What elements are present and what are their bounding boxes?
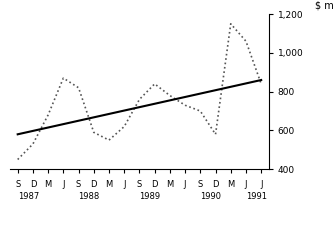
- Text: M: M: [166, 180, 173, 189]
- Text: M: M: [106, 180, 113, 189]
- Text: 1987: 1987: [18, 192, 39, 201]
- Text: 1991: 1991: [246, 192, 267, 201]
- Text: S: S: [15, 180, 20, 189]
- Text: $ m: $ m: [316, 1, 334, 11]
- Text: S: S: [76, 180, 81, 189]
- Text: M: M: [227, 180, 235, 189]
- Text: D: D: [90, 180, 97, 189]
- Text: 1990: 1990: [200, 192, 221, 201]
- Text: J: J: [260, 180, 262, 189]
- Text: M: M: [44, 180, 52, 189]
- Text: D: D: [152, 180, 158, 189]
- Text: D: D: [30, 180, 36, 189]
- Text: 1989: 1989: [139, 192, 161, 201]
- Text: J: J: [62, 180, 65, 189]
- Text: S: S: [137, 180, 142, 189]
- Text: J: J: [245, 180, 247, 189]
- Text: J: J: [184, 180, 186, 189]
- Text: 1988: 1988: [79, 192, 100, 201]
- Text: S: S: [198, 180, 203, 189]
- Text: J: J: [123, 180, 125, 189]
- Text: D: D: [212, 180, 219, 189]
